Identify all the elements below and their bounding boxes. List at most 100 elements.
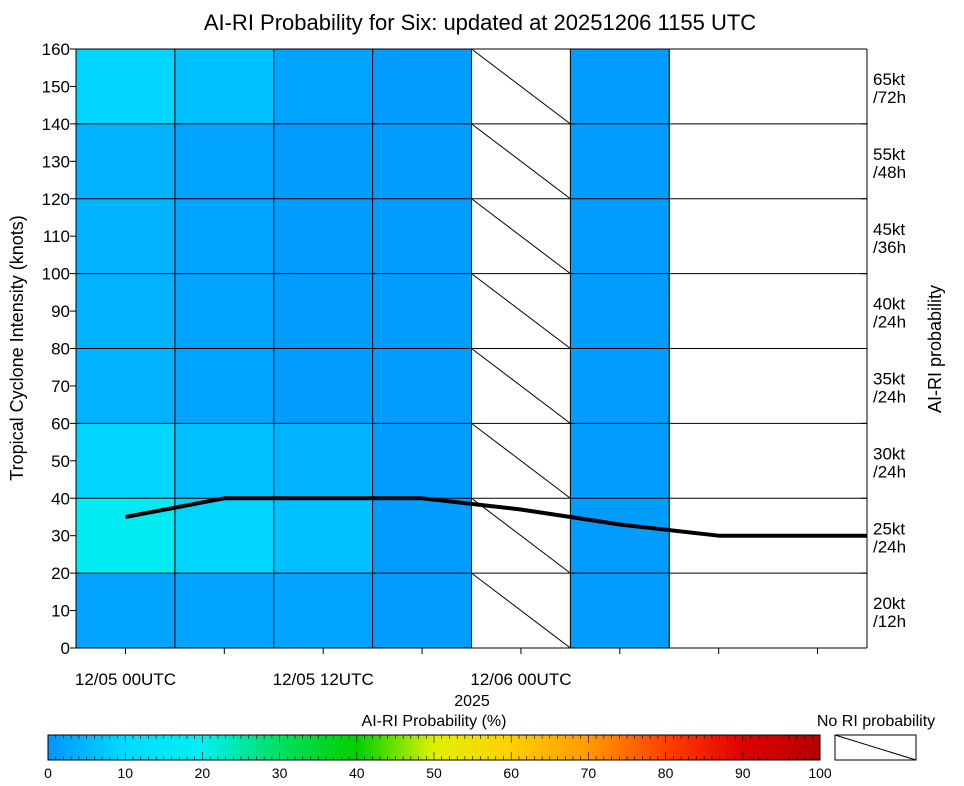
threshold-period-label: /48h [873, 163, 906, 182]
y-axis-label: Tropical Cyclone Intensity (knots) [7, 215, 27, 480]
heatmap-cell [174, 348, 275, 424]
heatmap-cell [273, 423, 374, 499]
y-tick-label: 150 [42, 77, 70, 96]
heatmap-cell [372, 198, 472, 275]
heatmap-cell [76, 423, 176, 499]
heatmap-cell [570, 423, 670, 499]
heatmap-cell [372, 123, 472, 200]
heatmap-cell [76, 348, 176, 424]
heatmap-cell [273, 573, 374, 649]
threshold-period-label: /24h [873, 388, 906, 407]
y-tick-label: 20 [51, 564, 70, 583]
heatmap-cell [273, 123, 374, 200]
no-ri-hatch-line [471, 198, 571, 275]
heatmap-cell [372, 49, 472, 125]
no-ri-hatch-line [471, 123, 571, 200]
heatmap-cell [570, 573, 670, 649]
y-tick-label: 160 [42, 40, 70, 59]
y-tick-label: 40 [51, 489, 70, 508]
intensity-line-group [125, 496, 867, 538]
colorbar-tick-label: 60 [503, 765, 519, 781]
heatmap-cell [273, 49, 374, 125]
chart-title: AI-RI Probability for Six: updated at 20… [204, 10, 756, 35]
threshold-speed-label: 45kt [873, 220, 905, 239]
y-tick-label: 30 [51, 527, 70, 546]
no-ri-hatch-line [471, 48, 571, 125]
heatmap-cell [76, 573, 176, 649]
y-tick-label: 60 [51, 414, 70, 433]
heatmap-cell [273, 498, 374, 574]
no-ri-hatch-line [471, 572, 571, 649]
right-axis-label: AI-RI probability [925, 285, 945, 413]
heatmap-cell [372, 423, 472, 499]
threshold-speed-label: 40kt [873, 295, 905, 314]
heatmap-cell [570, 49, 670, 125]
heatmap-cell [273, 198, 374, 275]
threshold-period-label: /24h [873, 462, 906, 481]
heatmap-cell [372, 348, 472, 424]
colorbar-tick-label: 50 [426, 765, 442, 781]
threshold-period-label: /12h [873, 612, 906, 631]
colorbar-tick-label: 70 [581, 765, 597, 781]
heatmap-cell [174, 123, 275, 200]
heatmap-cell [76, 273, 176, 349]
heatmap-cell [174, 49, 275, 125]
colorbar-tick-label: 40 [349, 765, 365, 781]
threshold-speed-label: 20kt [873, 594, 905, 613]
x-axis-year-label: 2025 [454, 693, 490, 710]
y-tick-label: 90 [51, 302, 70, 321]
x-tick-label: 12/05 00UTC [75, 670, 176, 689]
y-tick-label: 50 [51, 452, 70, 471]
y-tick-label: 130 [42, 152, 70, 171]
colorbar-tick-label: 20 [195, 765, 211, 781]
threshold-period-label: /72h [873, 88, 906, 107]
heatmap-cell [174, 198, 275, 275]
no-ri-legend-hatch [834, 734, 917, 761]
no-ri-hatch-line [471, 348, 571, 424]
threshold-speed-label: 30kt [873, 444, 905, 463]
heatmap-cell [174, 273, 275, 349]
right-axis: 20kt/12h25kt/24h30kt/24h35kt/24h40kt/24h… [861, 48, 906, 631]
y-tick-label: 110 [43, 227, 70, 246]
colorbar-tick-label: 10 [117, 765, 133, 781]
threshold-speed-label: 35kt [873, 370, 905, 389]
heatmap-cell [570, 498, 670, 574]
y-tick-label: 120 [42, 190, 70, 209]
y-tick-label: 10 [51, 602, 70, 621]
intensity-line [125, 496, 867, 538]
heatmap-cell [570, 123, 670, 200]
no-ri-legend [834, 734, 917, 761]
colorbar: 0 10 20 30 40 50 60 70 80 90 100 [44, 734, 832, 781]
heatmap-cell [76, 49, 176, 125]
threshold-speed-label: 25kt [873, 519, 905, 538]
y-tick-label: 80 [51, 340, 70, 359]
heatmap-cell [76, 198, 176, 275]
heatmap-cell [273, 348, 374, 424]
heatmap-cell [372, 573, 472, 649]
colorbar-label: AI-RI Probability (%) [362, 713, 507, 730]
colorbar-tick-label: 90 [735, 765, 751, 781]
threshold-period-label: /24h [873, 537, 906, 556]
no-ri-hatch-line [471, 497, 571, 574]
no-ri-hatching [471, 48, 571, 649]
y-tick-label: 100 [42, 265, 70, 284]
no-ri-hatch-line [471, 273, 571, 349]
heatmap-cell [273, 273, 374, 349]
y-tick-label: 70 [51, 377, 70, 396]
y-axis: 0 10 20 30 40 50 60 70 80 90 100 110 120 130 140 150 160 [42, 40, 868, 658]
x-tick-label: 12/06 00UTC [470, 670, 571, 689]
heatmap-cell [570, 273, 670, 349]
heatmap-cell [174, 573, 275, 649]
heatmap-cell [174, 423, 275, 499]
threshold-speed-label: 55kt [873, 145, 905, 164]
no-ri-hatch-line [471, 422, 571, 499]
no-ri-legend-label: No RI probability [817, 713, 935, 730]
heatmap-cell [570, 348, 670, 424]
y-tick-label: 0 [61, 639, 70, 658]
x-tick-label: 12/05 12UTC [273, 670, 374, 689]
threshold-period-label: /24h [873, 313, 906, 332]
y-tick-label: 140 [42, 115, 70, 134]
colorbar-tick-label: 0 [44, 765, 52, 781]
x-axis: 12/05 00UTC 12/05 12UTC 12/06 00UTC [75, 648, 819, 689]
